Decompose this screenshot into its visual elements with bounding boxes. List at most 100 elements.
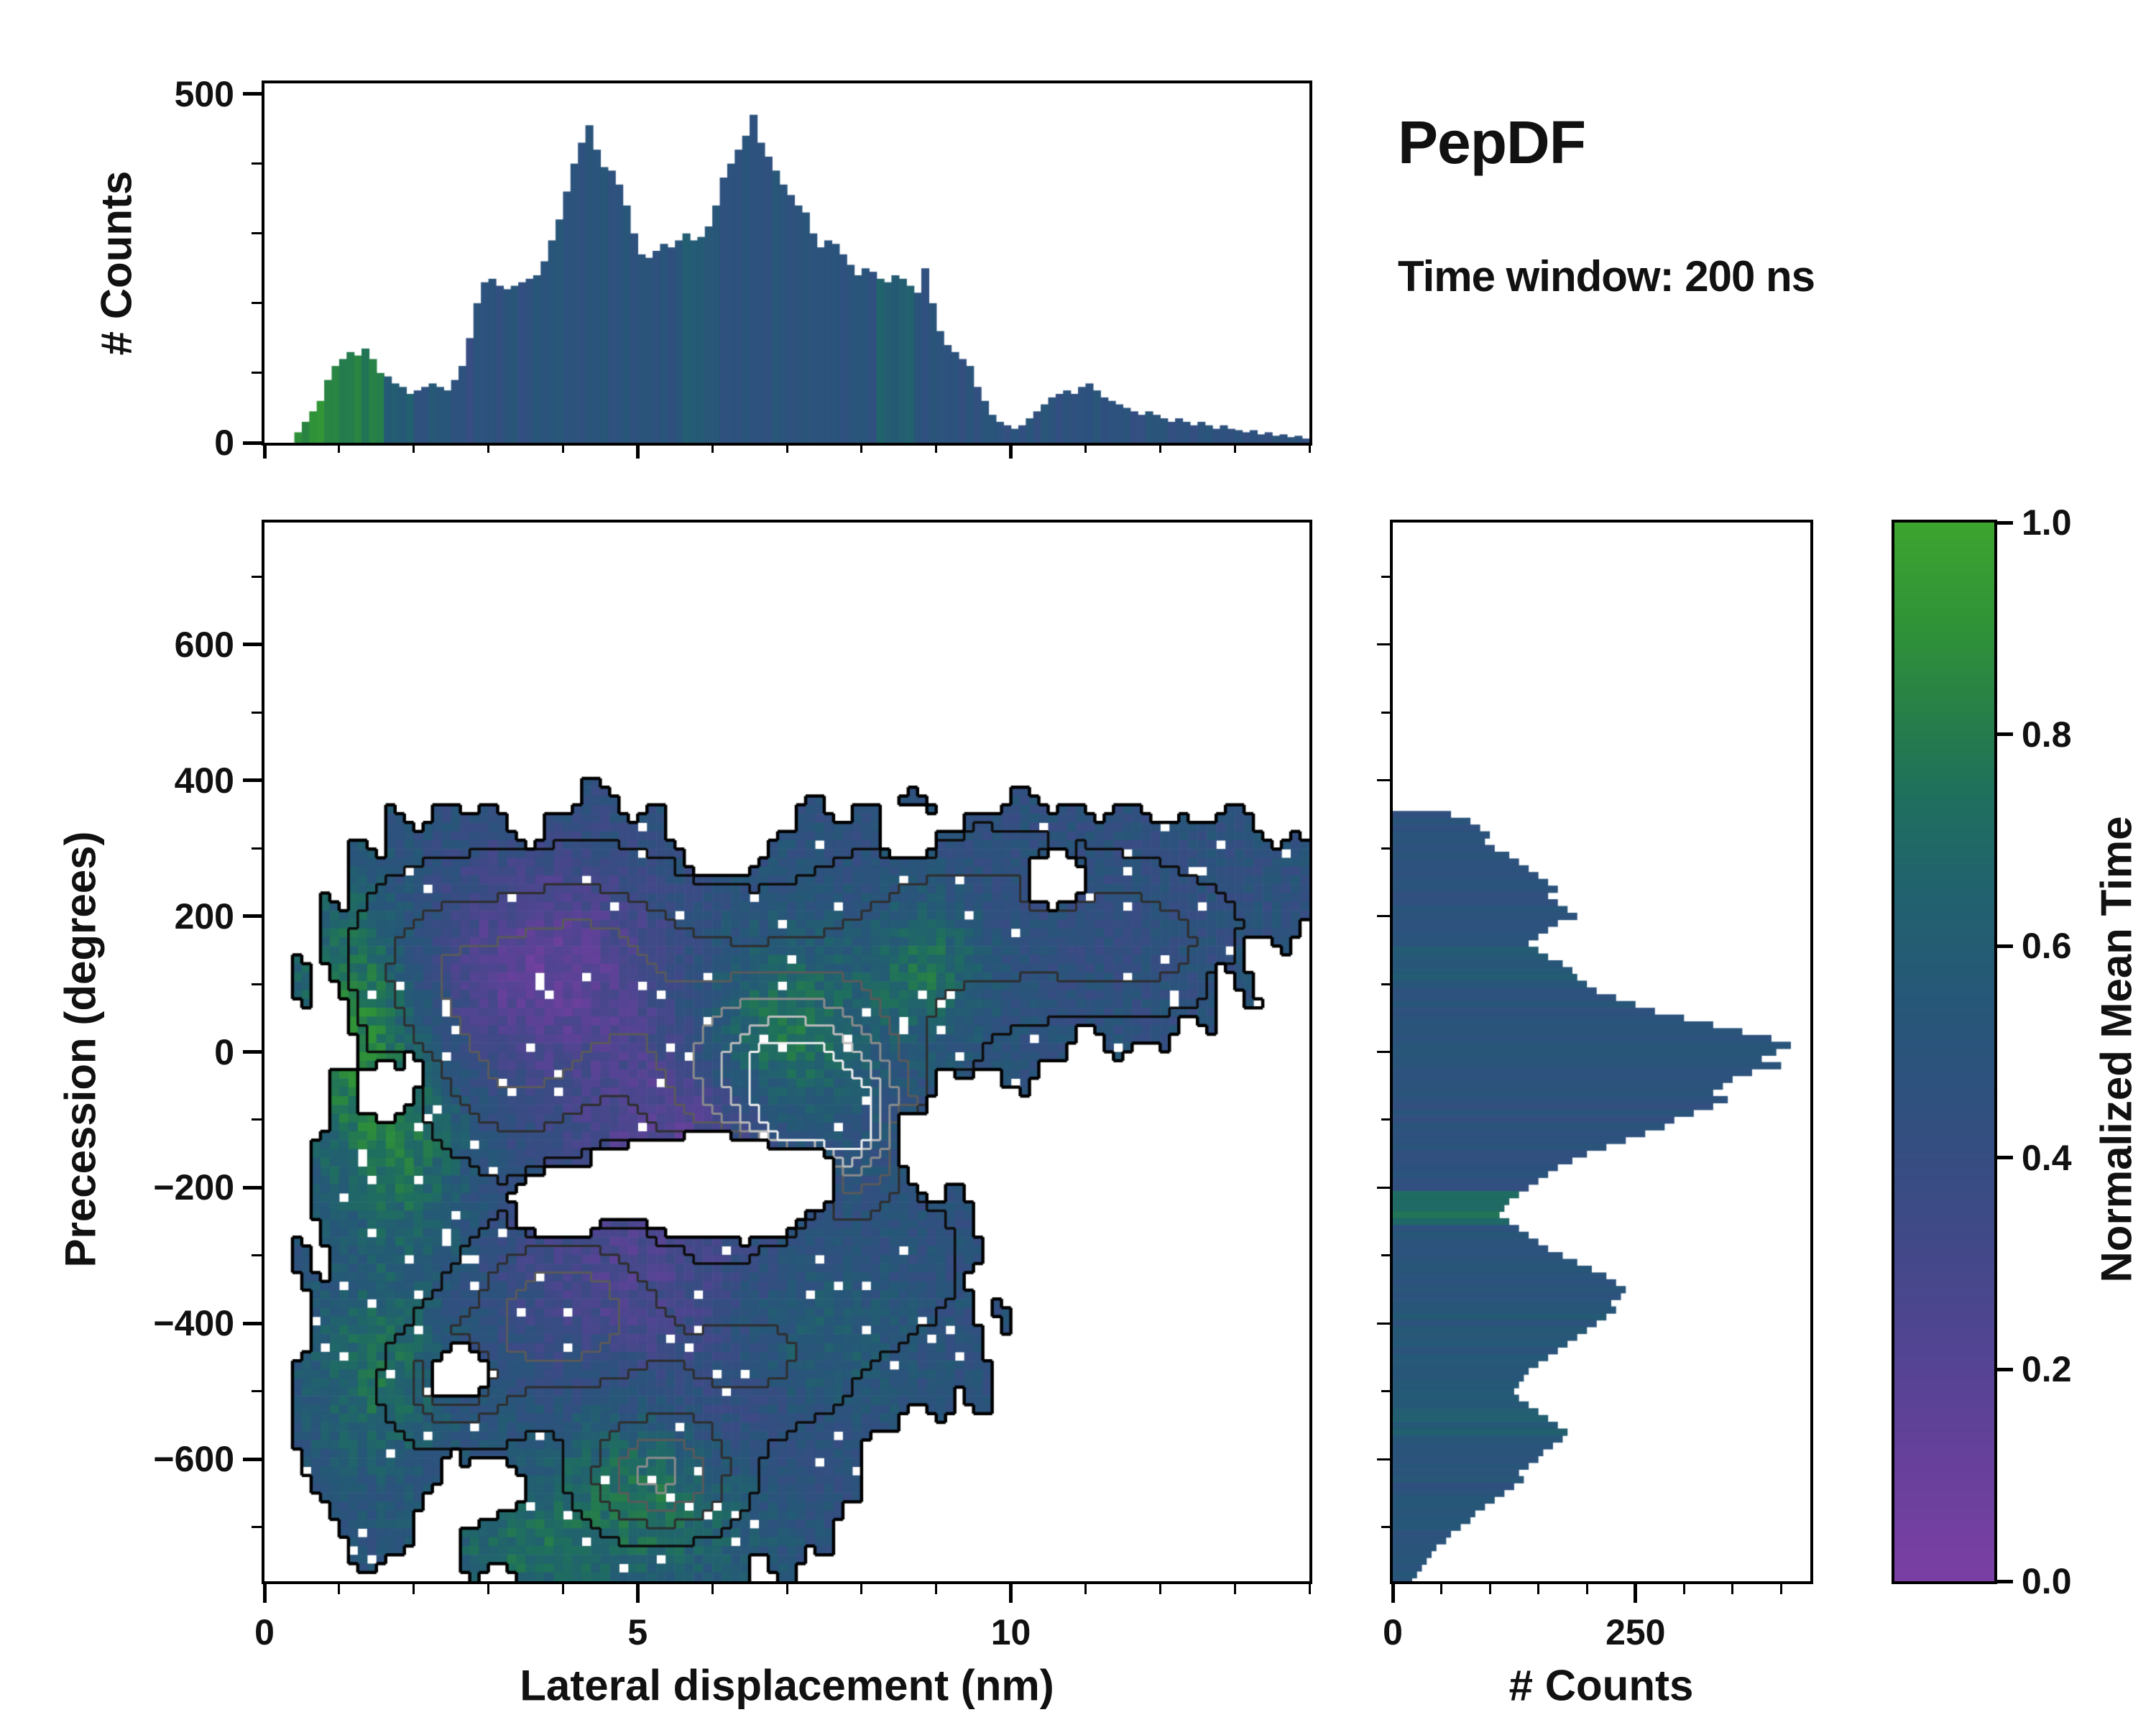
tick-mark [1586,1584,1588,1594]
tick-mark [1381,1254,1390,1256]
tick-label: 500 [175,73,234,115]
tick-mark [413,446,415,453]
tick-mark [636,1584,640,1603]
tick-mark [711,446,714,453]
tick-mark [252,232,262,234]
tick-mark [243,914,262,918]
tick-mark [243,1322,262,1325]
tick-mark [1489,1584,1491,1594]
colorbar-panel [1892,520,1997,1584]
tick-mark [1381,983,1390,985]
tick-mark [243,643,262,646]
tick-mark [252,1526,262,1528]
top-hist-y-axis-label: # Counts [92,171,142,356]
tick-mark [636,446,640,459]
tick-mark [1377,779,1390,781]
tick-label: 0 [1383,1611,1403,1653]
tick-mark [860,446,862,453]
tick-mark [1377,1187,1390,1189]
tick-label: 0.4 [2022,1137,2072,1179]
colorbar-canvas [1894,523,1994,1581]
main-y-axis-label: Precession (degrees) [56,832,106,1268]
tick-label: −400 [153,1302,234,1344]
figure-title: PepDF [1398,108,1585,178]
tick-mark [252,1118,262,1121]
tick-mark [252,712,262,714]
tick-label: 1.0 [2022,502,2072,543]
tick-mark [860,1584,862,1594]
tick-label: 0.6 [2022,925,2072,967]
colorbar-axis-label: Normalized Mean Time [2092,816,2142,1282]
tick-mark [1377,1458,1390,1460]
tick-mark [252,983,262,985]
tick-mark [1309,446,1311,453]
tick-mark [413,1584,415,1594]
tick-mark [243,1186,262,1190]
tick-label: 5 [627,1611,648,1653]
tick-mark [1997,732,2013,736]
tick-mark [263,446,267,459]
tick-mark [935,446,937,453]
tick-mark [1234,446,1236,453]
tick-mark [252,1390,262,1392]
tick-mark [1377,915,1390,917]
tick-mark [252,576,262,578]
tick-mark [1634,1584,1637,1603]
tick-mark [1009,1584,1013,1603]
tick-mark [252,302,262,304]
tick-mark [711,1584,714,1594]
tick-mark [1159,1584,1161,1594]
tick-mark [1731,1584,1733,1594]
top-histogram-panel [262,80,1312,446]
tick-mark [1997,521,2013,525]
tick-label: 0.2 [2022,1348,2072,1390]
tick-mark [1377,1051,1390,1053]
tick-mark [1997,1368,2013,1371]
tick-mark [1997,1156,2013,1159]
tick-mark [1381,576,1390,578]
main-heatmap-panel [262,520,1312,1584]
tick-mark [487,1584,489,1594]
tick-mark [243,92,262,96]
right-hist-x-axis-label: # Counts [1509,1661,1694,1711]
tick-mark [243,778,262,782]
tick-mark [263,1584,267,1603]
tick-mark [1159,446,1161,453]
tick-mark [786,446,788,453]
tick-mark [252,847,262,850]
tick-mark [562,1584,564,1594]
tick-mark [252,1254,262,1256]
tick-label: 0 [254,1611,275,1653]
tick-mark [1309,1584,1311,1594]
tick-mark [935,1584,937,1594]
tick-mark [338,1584,340,1594]
right-histogram-panel [1390,520,1813,1584]
tick-mark [1381,847,1390,850]
tick-mark [243,441,262,445]
tick-label: −200 [153,1167,234,1208]
tick-mark [1381,1390,1390,1392]
top-histogram-canvas [264,83,1309,443]
tick-mark [562,446,564,453]
tick-mark [252,372,262,374]
figure-subtitle: Time window: 200 ns [1398,252,1815,301]
tick-mark [252,162,262,165]
tick-mark [1084,1584,1087,1594]
tick-mark [243,1050,262,1054]
tick-label: 200 [175,896,234,937]
tick-mark [1381,1526,1390,1528]
tick-label: 0 [214,422,234,464]
tick-mark [1377,643,1390,645]
right-histogram-canvas [1393,523,1810,1581]
tick-mark [1381,712,1390,714]
tick-mark [1391,1584,1395,1603]
tick-label: 0.8 [2022,714,2072,755]
tick-mark [1440,1584,1442,1594]
main-x-axis-label: Lateral displacement (nm) [520,1661,1054,1711]
tick-mark [338,446,340,453]
tick-label: 250 [1606,1611,1665,1653]
tick-mark [1234,1584,1236,1594]
tick-label: −600 [153,1438,234,1480]
tick-mark [786,1584,788,1594]
tick-mark [1084,446,1087,453]
